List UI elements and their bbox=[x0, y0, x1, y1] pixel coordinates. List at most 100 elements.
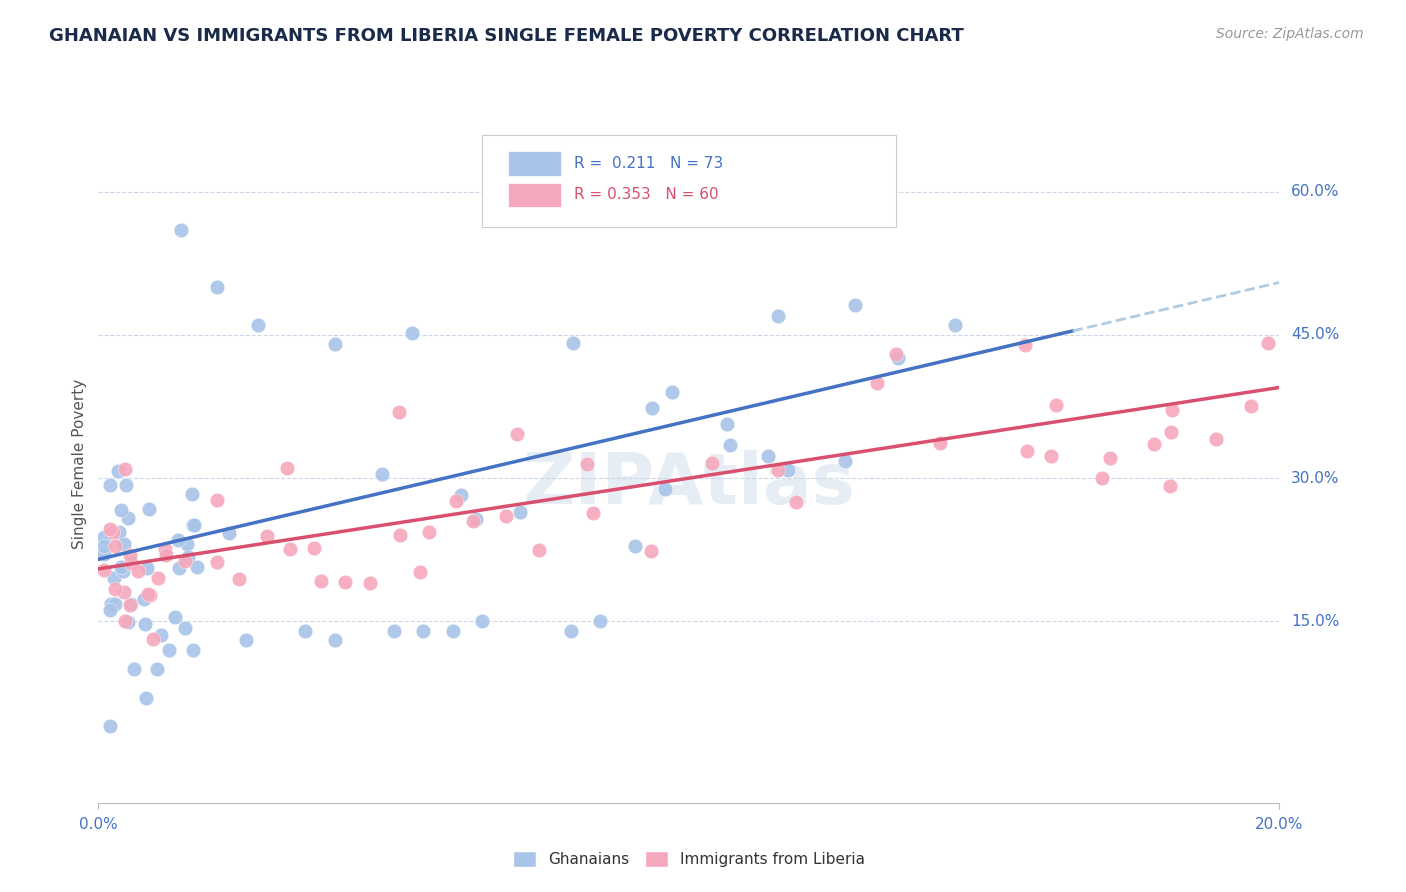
Point bbox=[167, 561, 190, 575]
Point bbox=[186, 560, 208, 574]
Text: 45.0%: 45.0% bbox=[1291, 327, 1340, 343]
Point bbox=[661, 384, 683, 399]
Point bbox=[928, 436, 950, 450]
Point bbox=[176, 537, 198, 551]
Point bbox=[246, 318, 269, 333]
Point bbox=[409, 565, 432, 579]
Point bbox=[640, 544, 662, 558]
Point bbox=[165, 610, 187, 624]
Point bbox=[136, 561, 159, 575]
Point bbox=[107, 464, 129, 478]
Point bbox=[495, 509, 517, 524]
Point bbox=[157, 643, 180, 657]
Point bbox=[1098, 451, 1121, 466]
Point bbox=[1014, 338, 1036, 352]
Point bbox=[117, 510, 139, 524]
Point bbox=[766, 309, 789, 323]
Text: ZIPAtlas: ZIPAtlas bbox=[523, 450, 855, 518]
Point bbox=[323, 633, 346, 648]
Point bbox=[276, 461, 298, 475]
Point bbox=[115, 477, 138, 491]
Point bbox=[114, 614, 136, 628]
Point bbox=[256, 529, 278, 543]
Point bbox=[181, 517, 204, 532]
Point bbox=[98, 603, 121, 617]
Point bbox=[177, 549, 200, 564]
Text: 15.0%: 15.0% bbox=[1291, 614, 1340, 629]
Point bbox=[167, 533, 190, 547]
Point bbox=[1039, 449, 1062, 463]
Point bbox=[111, 565, 134, 579]
Point bbox=[401, 326, 423, 340]
Point bbox=[388, 528, 411, 542]
Point bbox=[93, 547, 115, 561]
Point bbox=[134, 617, 156, 632]
Point bbox=[108, 524, 131, 539]
Point bbox=[93, 540, 115, 554]
Point bbox=[110, 559, 132, 574]
Point bbox=[1160, 425, 1182, 439]
Point bbox=[388, 405, 411, 419]
Point bbox=[153, 542, 176, 557]
Bar bbox=[508, 152, 561, 176]
Point bbox=[886, 351, 908, 365]
Point bbox=[785, 495, 807, 509]
Point bbox=[333, 574, 356, 589]
Point bbox=[1240, 399, 1263, 413]
Point bbox=[1091, 471, 1114, 485]
Point bbox=[582, 506, 605, 520]
Point bbox=[702, 456, 724, 470]
Text: 20.0%: 20.0% bbox=[1256, 817, 1303, 832]
Text: 30.0%: 30.0% bbox=[1291, 471, 1340, 485]
Point bbox=[768, 462, 790, 476]
Point bbox=[1017, 444, 1039, 458]
Point bbox=[309, 574, 332, 589]
Point bbox=[716, 417, 738, 431]
Point bbox=[98, 719, 121, 733]
Point bbox=[112, 584, 135, 599]
Point bbox=[884, 347, 907, 361]
Point bbox=[370, 467, 392, 482]
Point bbox=[844, 298, 866, 312]
Point bbox=[654, 482, 676, 496]
Point bbox=[112, 537, 135, 551]
Point bbox=[205, 280, 228, 294]
Point bbox=[142, 632, 165, 646]
Point bbox=[146, 571, 169, 585]
Point bbox=[718, 438, 741, 452]
Point bbox=[98, 522, 121, 536]
Point bbox=[218, 526, 240, 541]
Point bbox=[624, 539, 647, 553]
Point bbox=[1257, 336, 1279, 351]
Point bbox=[117, 615, 139, 629]
Point bbox=[103, 571, 125, 585]
Point bbox=[589, 615, 612, 629]
Point bbox=[181, 643, 204, 657]
Point bbox=[93, 530, 115, 544]
Point bbox=[174, 621, 197, 635]
Point bbox=[205, 555, 228, 569]
Point bbox=[560, 624, 582, 638]
Point bbox=[382, 624, 405, 638]
Point bbox=[323, 337, 346, 351]
Point bbox=[174, 554, 197, 568]
Point bbox=[444, 494, 467, 508]
Point bbox=[943, 318, 966, 333]
Point bbox=[465, 512, 488, 526]
Point bbox=[509, 505, 531, 519]
Point bbox=[104, 582, 127, 596]
Bar bbox=[508, 183, 561, 207]
Point bbox=[170, 223, 193, 237]
Point bbox=[139, 587, 162, 601]
Text: 60.0%: 60.0% bbox=[1291, 185, 1340, 199]
Point bbox=[114, 461, 136, 475]
Point bbox=[120, 556, 142, 570]
Point bbox=[127, 565, 149, 579]
Point bbox=[146, 662, 169, 676]
Point bbox=[120, 597, 142, 611]
Point bbox=[118, 549, 141, 563]
Point bbox=[235, 633, 257, 648]
Point bbox=[304, 541, 326, 556]
Point bbox=[138, 501, 160, 516]
Text: R = 0.353   N = 60: R = 0.353 N = 60 bbox=[575, 187, 718, 202]
